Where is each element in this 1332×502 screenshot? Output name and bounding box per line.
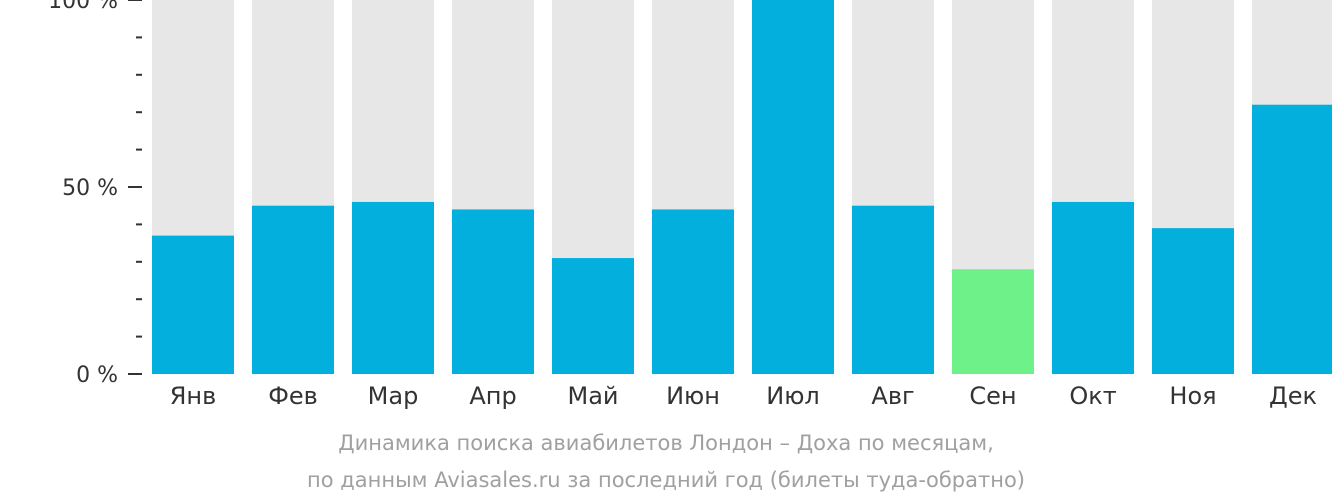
y-axis: 0 % 50 % 100 % xyxy=(48,0,142,388)
y-tick-label: 50 % xyxy=(62,176,118,201)
x-tick-label: Сен xyxy=(969,382,1016,410)
x-tick-label: Мар xyxy=(368,382,419,410)
y-tick-label: 0 % xyxy=(76,363,118,388)
bar-9 xyxy=(952,269,1034,374)
bar-5 xyxy=(552,258,634,374)
x-tick-label: Фев xyxy=(268,382,318,410)
x-tick-label: Янв xyxy=(170,382,217,410)
bar-11 xyxy=(1152,228,1234,374)
chart-caption-line-1: Динамика поиска авиабилетов Лондон – Дох… xyxy=(338,431,994,455)
bar-1 xyxy=(152,235,234,374)
x-tick-label: Апр xyxy=(469,382,516,410)
x-tick-label: Дек xyxy=(1269,382,1317,410)
bar-3 xyxy=(352,201,434,374)
bar-12 xyxy=(1252,104,1332,374)
bar-6 xyxy=(652,209,734,374)
x-tick-label: Ноя xyxy=(1169,382,1216,410)
x-tick-label: Июл xyxy=(766,382,820,410)
bar-7 xyxy=(752,0,834,374)
bar-10 xyxy=(1052,201,1134,374)
chart-caption-line-2: по данным Aviasales.ru за последний год … xyxy=(307,468,1025,492)
x-tick-label: Май xyxy=(567,382,618,410)
bar-8 xyxy=(852,205,934,374)
x-tick-label: Авг xyxy=(871,382,914,410)
y-tick-label: 100 % xyxy=(48,0,118,14)
x-tick-label: Окт xyxy=(1069,382,1116,410)
x-axis: Янв Фев Мар Апр Май Июн Июл Авг Сен Окт Ноя Дек xyxy=(170,382,1317,410)
x-tick-label: Июн xyxy=(666,382,720,410)
bar-chart: 0 % 50 % 100 % Янв Фев Мар Апр Май Июн Июл Авг Сен… xyxy=(48,0,1332,410)
bar-2 xyxy=(252,205,334,374)
bars xyxy=(152,0,1332,374)
bar-4 xyxy=(452,209,534,374)
